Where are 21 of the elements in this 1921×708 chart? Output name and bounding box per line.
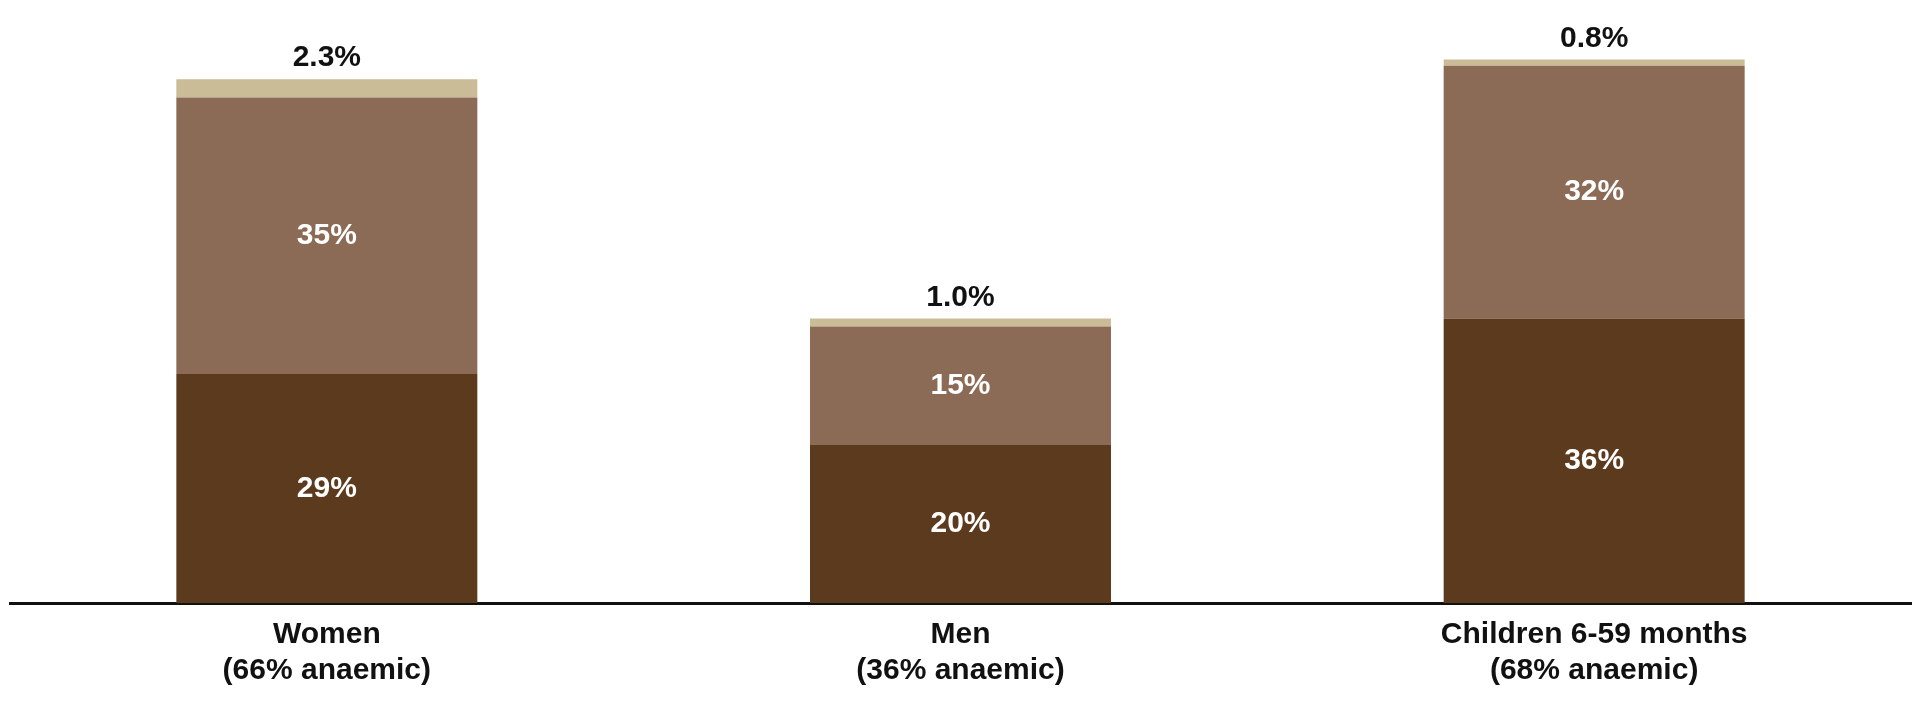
data-label: 32% [1564,173,1625,207]
bar [1443,65,1745,319]
bar [176,373,478,603]
bar [176,79,478,98]
bar [1443,318,1745,603]
data-label: 20% [930,505,991,539]
data-label: 0.8% [1559,19,1629,53]
data-label: 15% [930,367,991,401]
bar [810,318,1111,327]
data-label: 36% [1564,442,1625,476]
data-label: 2.3% [292,39,362,73]
x-tick-label: Men (36% anaemic) [856,616,1065,686]
x-tick-label: Children 6-59 months (68% anaemic) [1440,616,1748,686]
bar [176,97,478,374]
bar [810,326,1111,445]
bar [810,445,1111,603]
data-label: 35% [296,216,357,250]
bar [1443,59,1745,66]
x-tick-label: Women (66% anaemic) [222,616,432,686]
data-label: 1.0% [926,278,995,312]
data-label: 29% [296,469,357,503]
